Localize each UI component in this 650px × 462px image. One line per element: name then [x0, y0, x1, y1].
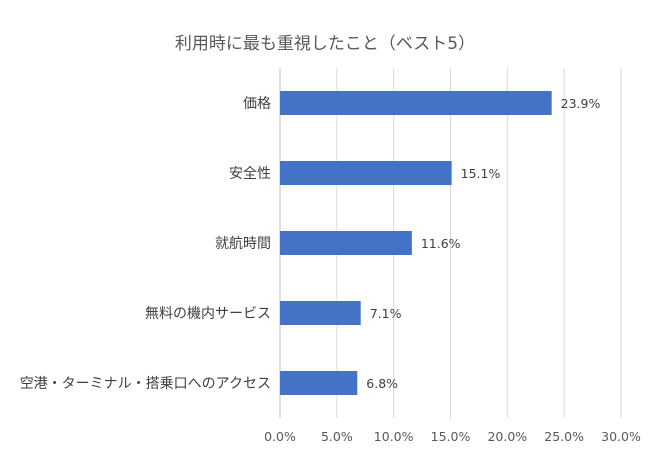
category-label: 価格: [243, 96, 271, 112]
category-label: 空港・ターミナル・搭乗口へのアクセス: [20, 376, 271, 392]
x-tick-label: 20.0%: [487, 429, 527, 444]
bar: [280, 231, 412, 255]
data-label: 11.6%: [421, 236, 461, 251]
category-label: 就航時間: [215, 236, 271, 252]
category-label: 安全性: [229, 165, 271, 182]
data-label: 15.1%: [461, 166, 501, 181]
bars: [280, 91, 552, 395]
data-label: 23.9%: [561, 96, 601, 111]
bar: [280, 161, 452, 185]
bar: [280, 371, 358, 395]
data-label: 7.1%: [370, 306, 402, 321]
bar: [280, 91, 552, 115]
x-tick-label: 10.0%: [374, 429, 414, 444]
category-label: 無料の機内サービス: [145, 306, 271, 322]
bar: [280, 301, 361, 325]
x-tick-label: 30.0%: [601, 429, 641, 444]
x-tick-label: 15.0%: [431, 429, 471, 444]
x-tick-label: 5.0%: [321, 429, 353, 444]
data-label: 6.8%: [366, 376, 398, 391]
x-tick-label: 0.0%: [264, 429, 296, 444]
chart-title: 利用時に最も重視したこと（ベスト5）: [175, 34, 475, 54]
x-tick-label: 25.0%: [544, 429, 584, 444]
data-labels: 23.9% 15.1% 11.6% 7.1% 6.8%: [366, 96, 600, 391]
x-axis-tick-labels: 0.0% 5.0% 10.0% 15.0% 20.0% 25.0% 30.0%: [264, 429, 641, 444]
